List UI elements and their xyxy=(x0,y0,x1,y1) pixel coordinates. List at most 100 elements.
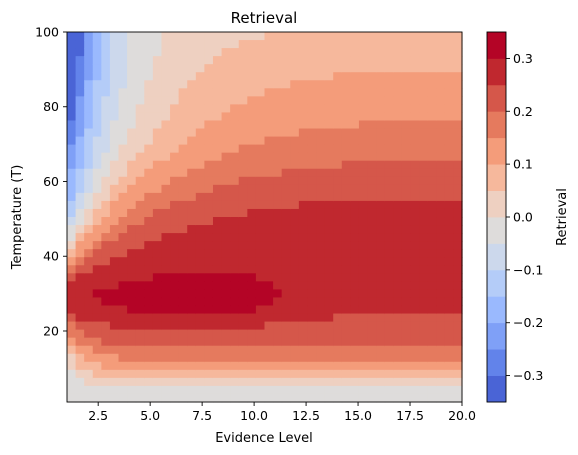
contour-cell xyxy=(75,337,85,347)
contour-cell xyxy=(221,120,231,130)
contour-cell xyxy=(333,353,343,363)
contour-cell xyxy=(75,80,85,89)
contour-cell xyxy=(67,136,77,146)
contour-cell xyxy=(221,321,231,331)
contour-cell xyxy=(170,369,180,379)
contour-cell xyxy=(170,217,180,226)
contour-cell xyxy=(419,120,429,130)
contour-cell xyxy=(367,32,377,41)
contour-cell xyxy=(307,225,317,234)
contour-cell xyxy=(92,265,102,274)
contour-cell xyxy=(170,249,180,258)
contour-cell xyxy=(101,120,111,130)
contour-cell xyxy=(290,385,300,395)
contour-cell xyxy=(135,217,145,226)
contour-cell xyxy=(384,265,394,274)
contour-cell xyxy=(393,289,403,299)
contour-cell xyxy=(161,88,171,97)
contour-cell xyxy=(67,385,77,395)
contour-cell xyxy=(453,385,463,395)
contour-cell xyxy=(324,32,334,41)
contour-cell xyxy=(135,48,145,57)
contour-cell xyxy=(187,297,197,307)
contour-cell xyxy=(187,273,197,282)
contour-cell xyxy=(358,152,369,162)
contour-cell xyxy=(298,72,309,81)
x-tick-label: 7.5 xyxy=(192,408,212,423)
contour-cell xyxy=(135,56,145,65)
contour-cell xyxy=(170,56,180,65)
contour-cell xyxy=(316,160,326,170)
contour-cell xyxy=(333,176,343,186)
contour-cell xyxy=(264,88,274,97)
contour-cell xyxy=(427,40,437,49)
contour-cell xyxy=(161,56,171,65)
contour-cell xyxy=(307,273,317,282)
contour-cell xyxy=(333,32,343,41)
contour-cell xyxy=(316,168,326,178)
contour-cell xyxy=(238,160,248,170)
contour-cell xyxy=(127,160,137,170)
y-tick-label: 20 xyxy=(43,323,59,338)
contour-cell xyxy=(324,345,334,355)
contour-cell xyxy=(333,321,343,331)
contour-cell xyxy=(84,56,94,65)
contour-cell xyxy=(230,192,240,202)
contour-cell xyxy=(127,200,137,210)
contour-cell xyxy=(341,241,351,250)
contour-cell xyxy=(350,345,360,355)
contour-cell xyxy=(350,281,360,290)
contour-cell xyxy=(316,289,326,299)
contour-cell xyxy=(436,345,446,355)
contour-plot-area xyxy=(66,31,463,403)
contour-cell xyxy=(367,297,377,307)
contour-cell xyxy=(444,337,455,347)
contour-cell xyxy=(238,249,248,258)
contour-cell xyxy=(350,56,360,65)
contour-cell xyxy=(135,136,145,146)
contour-cell xyxy=(393,217,403,226)
contour-cell xyxy=(384,80,394,89)
contour-cell xyxy=(264,249,274,258)
contour-cell xyxy=(195,297,205,307)
contour-cell xyxy=(290,128,300,138)
contour-cell xyxy=(230,297,240,307)
contour-cell xyxy=(453,80,463,89)
contour-cell xyxy=(273,72,283,81)
contour-cell xyxy=(92,160,102,170)
contour-cell xyxy=(161,337,171,347)
contour-cell xyxy=(401,72,412,81)
contour-cell xyxy=(281,369,291,379)
contour-cell xyxy=(384,48,394,57)
contour-cell xyxy=(84,345,94,355)
contour-cell xyxy=(427,184,437,194)
contour-cell xyxy=(84,64,94,73)
contour-cell xyxy=(358,56,369,65)
contour-cell xyxy=(281,281,291,290)
contour-cell xyxy=(341,289,351,299)
contour-cell xyxy=(333,273,343,282)
contour-cell xyxy=(419,273,429,282)
contour-cell xyxy=(444,40,455,49)
contour-cell xyxy=(101,80,111,89)
contour-cell xyxy=(152,329,163,339)
contour-cell xyxy=(109,112,120,122)
contour-cell xyxy=(324,112,334,122)
contour-cell xyxy=(436,168,446,178)
contour-cell xyxy=(384,136,394,146)
contour-cell xyxy=(161,217,171,226)
contour-cell xyxy=(444,369,455,379)
contour-cell xyxy=(401,361,412,371)
contour-cell xyxy=(384,96,394,105)
contour-cell xyxy=(221,249,231,258)
contour-cell xyxy=(324,281,334,290)
contour-cell xyxy=(341,337,351,347)
contour-cell xyxy=(101,321,111,331)
contour-cell xyxy=(341,297,351,307)
contour-cell xyxy=(436,249,446,258)
contour-cell xyxy=(101,385,111,395)
contour-cell xyxy=(341,369,351,379)
contour-cell xyxy=(436,337,446,347)
contour-cell xyxy=(307,200,317,210)
contour-cell xyxy=(135,144,145,154)
